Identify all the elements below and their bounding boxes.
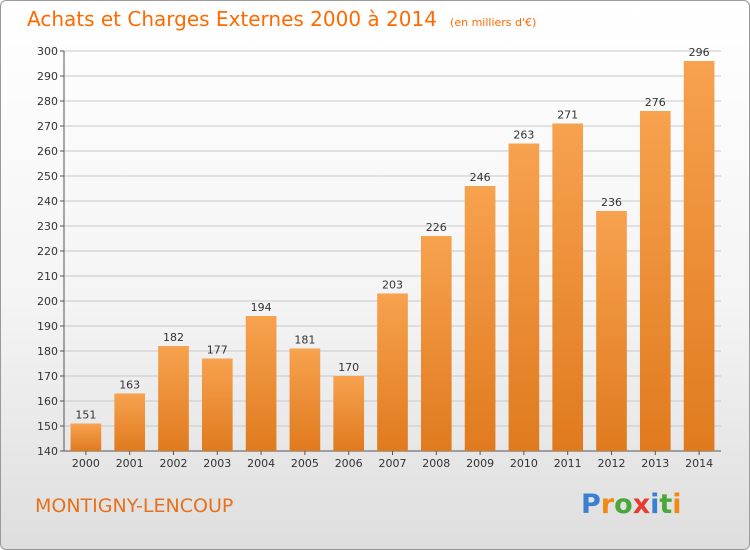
bar (683, 61, 715, 451)
data-label: 271 (557, 109, 578, 122)
y-tick-label: 230 (37, 220, 58, 233)
x-tick-label: 2010 (510, 457, 538, 470)
x-tick-label: 2002 (160, 457, 188, 470)
x-tick-label: 2007 (379, 457, 407, 470)
x-tick-label: 2004 (247, 457, 275, 470)
data-label: 276 (645, 96, 666, 109)
data-label: 181 (294, 334, 315, 347)
x-tick-label: 2003 (203, 457, 231, 470)
bar (245, 316, 277, 451)
bar (464, 186, 496, 451)
data-label: 151 (75, 409, 96, 422)
y-tick-label: 210 (37, 270, 58, 283)
x-tick-label: 2009 (466, 457, 494, 470)
y-tick-label: 240 (37, 195, 58, 208)
data-label: 163 (119, 379, 140, 392)
bar (289, 348, 321, 451)
data-label: 182 (163, 331, 184, 344)
x-tick-label: 2011 (554, 457, 582, 470)
y-tick-label: 140 (37, 445, 58, 458)
y-tick-label: 170 (37, 370, 58, 383)
y-tick-label: 280 (37, 95, 58, 108)
chart-subtitle: (en milliers d'€) (450, 16, 537, 29)
x-tick-label: 2006 (335, 457, 363, 470)
commune-name: MONTIGNY-LENCOUP (35, 495, 234, 517)
y-tick-label: 220 (37, 245, 58, 258)
data-label: 236 (601, 196, 622, 209)
bar (639, 111, 671, 451)
x-tick-label: 2012 (598, 457, 626, 470)
bar (377, 293, 408, 451)
data-label: 246 (470, 171, 491, 184)
y-tick-label: 270 (37, 120, 58, 133)
data-label: 263 (513, 129, 534, 142)
y-tick-label: 160 (37, 395, 58, 408)
y-tick-label: 300 (37, 45, 58, 58)
bar (70, 423, 102, 451)
bar (596, 211, 627, 451)
chart-title-block: Achats et Charges Externes 2000 à 2014 (… (27, 7, 536, 31)
x-tick-label: 2000 (72, 457, 100, 470)
y-tick-label: 190 (37, 320, 58, 333)
data-label: 226 (426, 221, 447, 234)
y-tick-label: 200 (37, 295, 58, 308)
bar (158, 346, 189, 451)
bar (508, 143, 540, 451)
bar (201, 358, 233, 451)
data-label: 177 (207, 344, 228, 357)
x-tick-label: 2001 (116, 457, 144, 470)
x-tick-label: 2005 (291, 457, 319, 470)
y-tick-label: 150 (37, 420, 58, 433)
x-tick-label: 2008 (422, 457, 450, 470)
bar (114, 393, 146, 451)
data-label: 203 (382, 279, 403, 292)
data-label: 296 (689, 46, 710, 59)
bar (552, 123, 584, 451)
data-label: 170 (338, 361, 359, 374)
y-tick-label: 290 (37, 70, 58, 83)
x-tick-label: 2014 (685, 457, 713, 470)
bar (420, 236, 452, 451)
data-label: 194 (251, 301, 272, 314)
chart-title: Achats et Charges Externes 2000 à 2014 (27, 7, 437, 31)
y-tick-label: 250 (37, 170, 58, 183)
proxiti-logo: Proxiti (581, 489, 682, 520)
bar (333, 376, 365, 451)
x-tick-label: 2013 (641, 457, 669, 470)
y-tick-label: 260 (37, 145, 58, 158)
y-tick-label: 180 (37, 345, 58, 358)
